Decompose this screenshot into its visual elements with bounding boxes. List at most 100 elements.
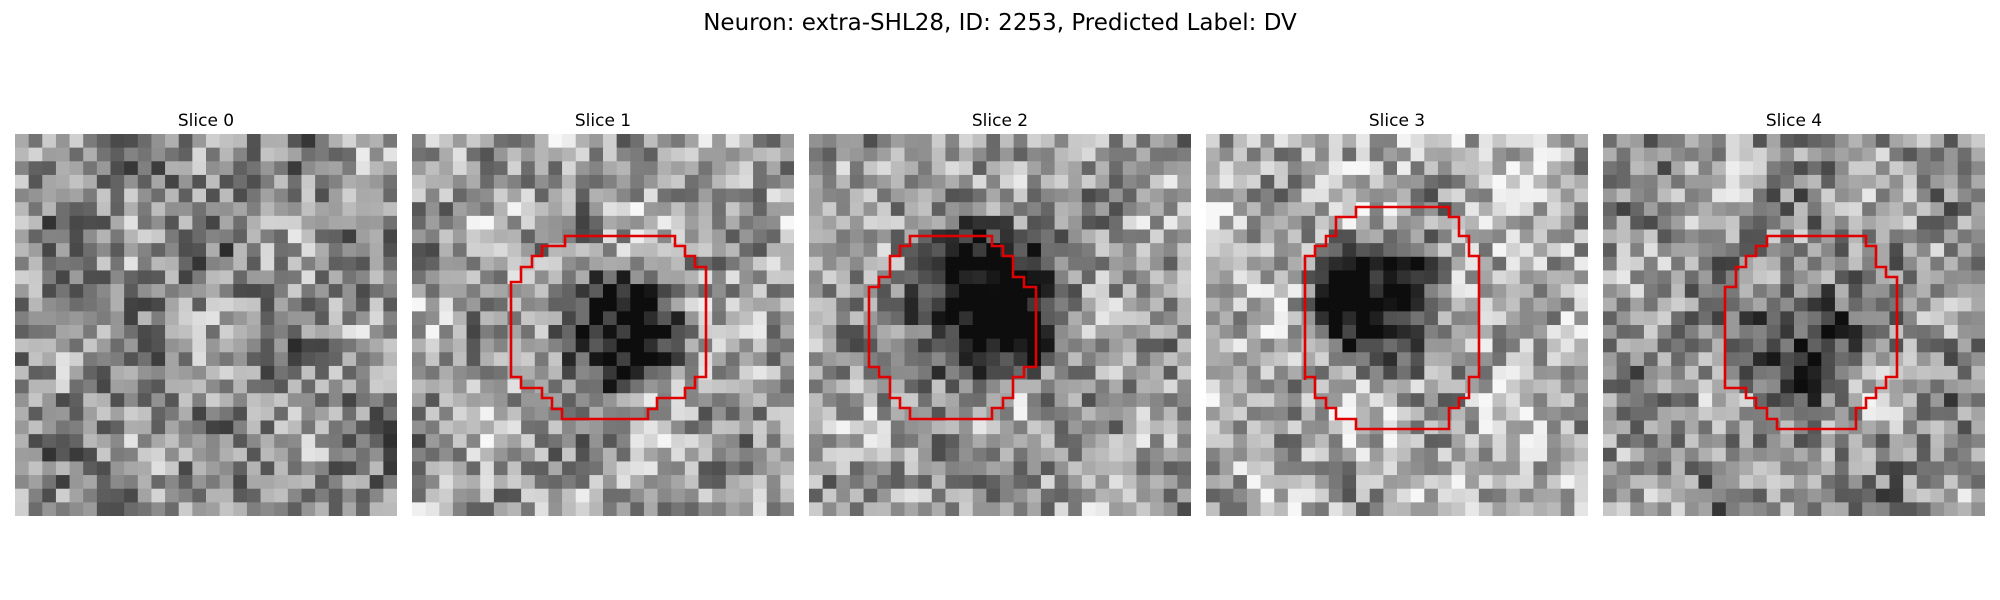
image-pixel xyxy=(1122,434,1138,449)
image-pixel xyxy=(233,188,248,203)
image-pixel xyxy=(1109,406,1124,422)
image-pixel xyxy=(986,311,1001,326)
image-pixel xyxy=(1712,338,1727,353)
image-pixel xyxy=(986,215,1001,231)
image-pixel xyxy=(1465,147,1480,162)
image-pixel xyxy=(548,325,563,340)
image-pixel xyxy=(562,352,577,367)
image-pixel xyxy=(1903,134,1918,149)
image-pixel xyxy=(643,338,659,353)
image-pixel xyxy=(1492,270,1507,285)
image-pixel xyxy=(425,270,440,285)
image-pixel xyxy=(904,338,919,353)
image-pixel xyxy=(849,161,865,176)
image-pixel xyxy=(466,147,481,162)
image-pixel xyxy=(643,270,659,285)
image-pixel xyxy=(342,256,357,272)
image-pixel xyxy=(1163,393,1178,408)
image-pixel xyxy=(55,365,71,381)
image-pixel xyxy=(1233,134,1248,149)
image-pixel xyxy=(1560,270,1575,285)
image-pixel xyxy=(1725,215,1741,231)
image-pixel xyxy=(493,447,509,463)
image-pixel xyxy=(301,229,316,244)
image-pixel xyxy=(1766,488,1781,503)
image-pixel xyxy=(1533,202,1548,217)
image-pixel xyxy=(630,256,645,272)
image-pixel xyxy=(1054,434,1069,449)
image-pixel xyxy=(1451,284,1466,299)
image-pixel xyxy=(151,134,166,149)
image-pixel xyxy=(1834,420,1850,435)
image-pixel xyxy=(1725,434,1741,449)
image-pixel xyxy=(246,174,262,190)
roi-contour xyxy=(509,234,708,421)
image-pixel xyxy=(1287,325,1303,340)
image-pixel xyxy=(1369,229,1384,244)
image-pixel xyxy=(1000,174,1015,190)
image-pixel xyxy=(439,311,454,326)
image-pixel xyxy=(124,297,139,312)
slice-pixels-3 xyxy=(1206,134,1588,516)
image-pixel xyxy=(1492,393,1507,408)
image-pixel xyxy=(589,256,604,272)
image-pixel xyxy=(739,461,754,476)
image-pixel xyxy=(1821,461,1836,476)
image-pixel xyxy=(1739,447,1754,463)
image-pixel xyxy=(712,256,727,272)
image-pixel xyxy=(15,352,30,367)
image-pixel xyxy=(1903,475,1918,490)
image-pixel xyxy=(342,406,357,422)
image-pixel xyxy=(1451,420,1466,435)
image-pixel xyxy=(1821,365,1836,381)
image-pixel xyxy=(1219,365,1234,381)
image-pixel xyxy=(507,243,522,258)
image-pixel xyxy=(165,393,180,408)
image-pixel xyxy=(1150,134,1165,149)
image-pixel xyxy=(369,420,384,435)
image-pixel xyxy=(1725,270,1741,285)
image-pixel xyxy=(96,284,112,299)
image-pixel xyxy=(165,297,180,312)
image-pixel xyxy=(287,338,303,353)
image-pixel xyxy=(1643,325,1659,340)
image-pixel xyxy=(301,134,316,149)
image-pixel xyxy=(1875,406,1891,422)
image-pixel xyxy=(712,434,727,449)
image-pixel xyxy=(643,188,659,203)
image-pixel xyxy=(1603,338,1618,353)
image-pixel xyxy=(507,297,522,312)
image-pixel xyxy=(1671,174,1686,190)
image-pixel xyxy=(780,174,794,190)
image-pixel xyxy=(1465,202,1480,217)
image-pixel xyxy=(1027,420,1042,435)
image-pixel xyxy=(96,352,112,367)
image-pixel xyxy=(1274,447,1289,463)
image-pixel xyxy=(480,215,495,231)
image-pixel xyxy=(603,393,618,408)
image-pixel xyxy=(972,174,987,190)
image-pixel xyxy=(945,311,960,326)
image-pixel xyxy=(1616,215,1631,231)
image-pixel xyxy=(233,393,248,408)
image-pixel xyxy=(1233,147,1248,162)
image-pixel xyxy=(1109,338,1124,353)
image-pixel xyxy=(684,393,700,408)
image-pixel xyxy=(972,352,987,367)
image-pixel xyxy=(412,188,427,203)
image-pixel xyxy=(1246,202,1262,217)
image-pixel xyxy=(684,229,700,244)
image-pixel xyxy=(301,338,316,353)
image-pixel xyxy=(534,379,550,394)
image-pixel xyxy=(945,256,960,272)
image-pixel xyxy=(342,147,357,162)
image-pixel xyxy=(1068,406,1083,422)
image-pixel xyxy=(1889,475,1904,490)
image-pixel xyxy=(1930,420,1945,435)
image-pixel xyxy=(124,325,139,340)
image-pixel xyxy=(1081,365,1097,381)
image-pixel xyxy=(1301,256,1316,272)
image-pixel xyxy=(671,365,686,381)
image-pixel xyxy=(1163,406,1178,422)
image-pixel xyxy=(1451,475,1466,490)
